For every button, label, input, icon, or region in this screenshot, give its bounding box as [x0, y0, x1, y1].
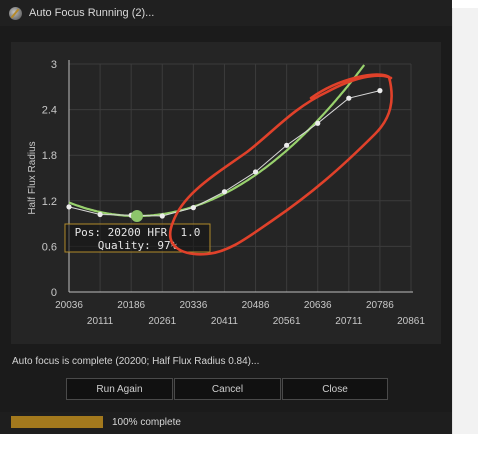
- progress-fill: [11, 416, 103, 428]
- cancel-button[interactable]: Cancel: [174, 378, 281, 400]
- y-tick-label: 0: [51, 287, 57, 299]
- red-hand-drawn-circle: [168, 73, 393, 256]
- x-tick-label: 20561: [273, 316, 301, 327]
- title-bar[interactable]: Auto Focus Running (2)...: [0, 0, 452, 26]
- run-again-button[interactable]: Run Again: [66, 378, 173, 400]
- autofocus-window: Auto Focus Running (2)... 0 0.6 1.2 1.8 2.4 3…: [0, 0, 452, 434]
- background-panel: [452, 8, 478, 434]
- focus-chart-panel: 0 0.6 1.2 1.8 2.4 3 20036 20186 20336 20486 20636 2…: [11, 42, 441, 344]
- data-point: [66, 204, 72, 210]
- x-tick-label: 20336: [179, 300, 207, 311]
- chart-axes: [68, 60, 413, 293]
- close-button[interactable]: Close: [282, 378, 388, 400]
- y-tick-label: 3: [51, 59, 57, 71]
- data-point: [221, 189, 228, 195]
- x-tick-label: 20036: [55, 300, 83, 311]
- best-focus-point[interactable]: [130, 210, 143, 222]
- window-title: Auto Focus Running (2)...: [29, 7, 155, 19]
- data-point: [97, 211, 103, 218]
- tooltip-box: [64, 223, 211, 253]
- status-bar: [0, 412, 452, 434]
- x-tick-label: 20786: [366, 300, 394, 311]
- data-point: [284, 142, 290, 148]
- data-point: [252, 169, 259, 175]
- fit-curve: [68, 64, 366, 218]
- x-tick-label: 20636: [304, 300, 332, 311]
- progress-bar: [11, 416, 103, 428]
- data-point: [346, 95, 352, 101]
- x-tick-label: 20486: [242, 300, 270, 311]
- x-tick-label: 20186: [117, 300, 145, 311]
- data-point: [315, 120, 321, 126]
- x-tick-label: 20111: [87, 316, 114, 327]
- progress-label: 100% complete: [112, 417, 181, 428]
- data-point: [159, 213, 165, 219]
- tooltip: Pos: 20200 HFR: 1.0 Quality: 97%: [64, 223, 211, 253]
- y-tick-label: 1.2: [42, 196, 57, 208]
- x-tick-label: 20411: [211, 316, 239, 327]
- y-axis-label: Half Flux Radius: [27, 141, 38, 214]
- y-tick-label: 1.8: [42, 150, 57, 162]
- chart-grid: [68, 63, 412, 293]
- tooltip-quality-text: Quality: 97%: [98, 239, 178, 252]
- telescope-app-icon: [9, 6, 22, 20]
- data-point: [190, 205, 196, 211]
- tooltip-position-text: Pos: 20200 HFR: 1.0: [75, 226, 201, 239]
- x-tick-label: 20711: [335, 316, 363, 327]
- y-tick-label: 2.4: [42, 105, 57, 117]
- x-tick-label: 20261: [148, 316, 176, 327]
- y-tick-label: 0.6: [42, 241, 57, 253]
- status-message: Auto focus is complete (20200; Half Flux…: [12, 356, 260, 367]
- data-point: [377, 88, 383, 94]
- x-tick-label: 20861: [397, 316, 425, 327]
